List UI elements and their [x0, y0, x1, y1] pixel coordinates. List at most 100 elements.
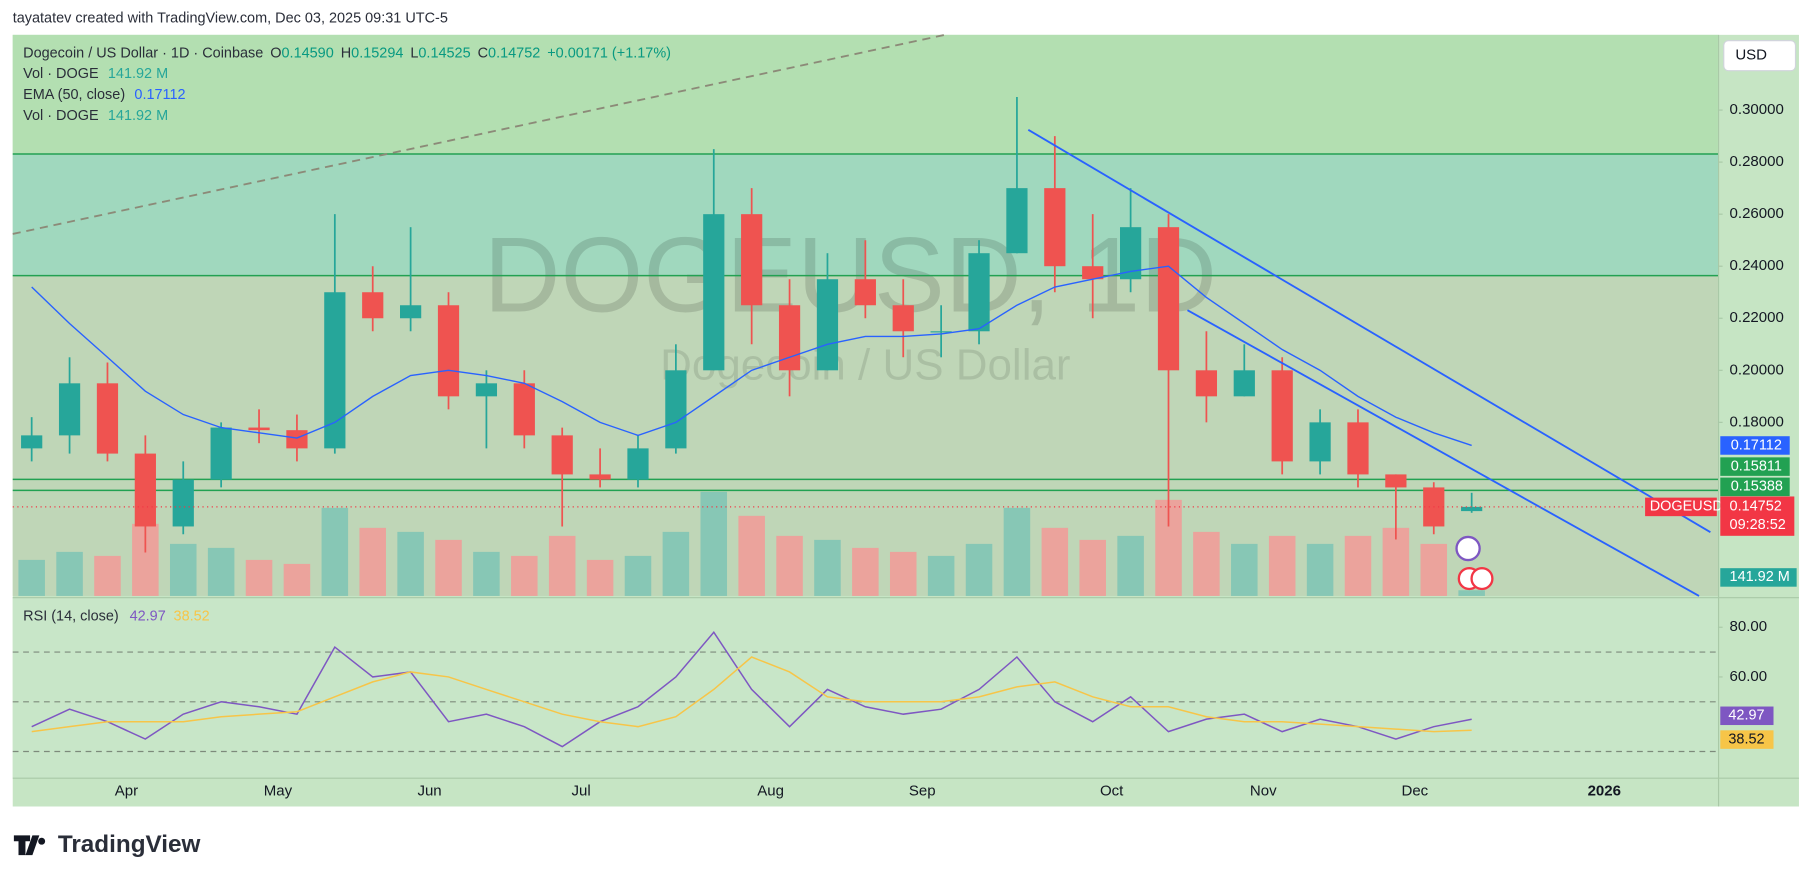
candle-body — [1347, 422, 1369, 475]
x-tick-label: Apr — [115, 782, 138, 799]
volume-bar — [965, 543, 993, 596]
candle-body — [1006, 188, 1028, 254]
countdown-label: 09:28:52 — [1730, 517, 1786, 533]
indicator-value: 141.92 M — [108, 108, 168, 124]
candle-body — [324, 292, 346, 449]
logo-mark — [13, 835, 46, 856]
volume-bar — [624, 555, 652, 596]
candle-body — [778, 305, 801, 371]
volume-bar — [56, 551, 83, 596]
x-tick-label: Sep — [909, 782, 936, 799]
volume-tag — [1720, 568, 1797, 587]
candle-body — [1157, 227, 1180, 371]
change-label: +0.00171 (+1.17%) — [547, 45, 671, 61]
indicator-legend: Vol · DOGE 141.92 M — [23, 108, 168, 124]
candle-body — [854, 279, 876, 306]
candle-body — [248, 427, 270, 431]
volume-bar — [359, 527, 386, 596]
volume-bar — [1231, 543, 1258, 596]
candle-body — [1271, 370, 1293, 462]
trendline — [1187, 309, 1700, 597]
volume-bar — [1458, 590, 1485, 596]
x-tick-label: Jul — [572, 782, 591, 799]
rsi-tag-label: 42.97 — [1728, 708, 1764, 724]
x-tick-label: Jun — [417, 782, 441, 799]
candle-body — [96, 383, 119, 454]
indicator-name: Vol · DOGE — [23, 108, 99, 124]
y-tick-label: 0.20000 — [1730, 361, 1784, 378]
volume-bar — [169, 543, 197, 596]
volume-bar — [1193, 531, 1220, 596]
candle-body — [741, 214, 763, 306]
rsi-line — [31, 656, 1472, 733]
volume-bar — [1079, 539, 1106, 596]
ohlc-value: 0.14525 — [418, 45, 470, 61]
volume-bar — [1268, 535, 1296, 596]
y-tick-label: 0.30000 — [1730, 101, 1784, 118]
event-icon[interactable] — [1470, 567, 1494, 591]
volume-bar — [1117, 535, 1144, 596]
ohlc-value: 0.14752 — [488, 45, 540, 61]
rsi-tick-label: 60.00 — [1730, 668, 1768, 685]
rsi-ma-value: 38.52 — [174, 609, 210, 625]
credit: tayatatev created with TradingView.com, … — [13, 10, 448, 26]
volume-bar — [245, 559, 273, 596]
indicator-name: Vol · DOGE — [23, 66, 99, 82]
rsi-title: RSI (14, close) — [23, 609, 119, 625]
rsi-line — [31, 631, 1472, 748]
symbol-tag-label: DOGEUSD — [1650, 499, 1723, 515]
candle-body — [703, 214, 725, 371]
candle-body — [551, 435, 573, 475]
y-tick-label: 0.18000 — [1730, 413, 1784, 430]
trendline — [12, 33, 946, 235]
candle-body — [1461, 506, 1483, 512]
ema-tag-label: 0.17112 — [1731, 437, 1782, 453]
logo: TradingView — [13, 831, 201, 858]
rsi-tag — [1720, 730, 1774, 749]
candle-body — [286, 430, 308, 449]
price-tag — [1720, 496, 1795, 536]
candle-body — [21, 435, 43, 449]
volume-tag-label: 141.92 M — [1730, 569, 1790, 585]
level-tag-label: 0.15811 — [1731, 458, 1782, 474]
rsi-tag — [1720, 706, 1774, 726]
volume-bar — [927, 555, 955, 596]
candle-body — [172, 479, 194, 527]
ohlc-key: O — [270, 45, 281, 61]
rsi-value: 42.97 — [130, 609, 166, 625]
volume-bar — [1420, 543, 1448, 596]
candle-body — [1385, 474, 1407, 488]
event-icon[interactable] — [1455, 535, 1481, 562]
ohlc-key: C — [478, 45, 488, 61]
ohlc-value: 0.15294 — [351, 45, 403, 61]
indicator-legend: Vol · DOGE 141.92 M — [23, 66, 168, 82]
candle-body — [1195, 370, 1218, 397]
volume-bar — [511, 555, 538, 596]
y-tick-label: 0.22000 — [1730, 309, 1784, 326]
candle-body — [134, 453, 156, 527]
candle-body — [968, 253, 990, 332]
candle-body — [210, 427, 232, 480]
candle-body — [627, 448, 649, 480]
x-tick-label: Nov — [1250, 782, 1277, 799]
ema-tag — [1720, 436, 1790, 455]
volume-bar — [18, 559, 45, 596]
candle-body — [892, 305, 914, 332]
logo-text: TradingView — [58, 831, 201, 858]
candle-body — [400, 305, 422, 319]
currency-button-label[interactable]: USD — [1735, 47, 1767, 64]
volume-bar — [1344, 535, 1372, 596]
volume-bar — [1306, 543, 1334, 596]
volume-bar — [207, 547, 235, 596]
candle-body — [1233, 370, 1255, 397]
watermark-subtitle: Dogecoin / US Dollar — [660, 341, 1070, 390]
x-tick-label: 2026 — [1588, 782, 1621, 799]
candle-body — [665, 370, 687, 449]
ohlc-value: 0.14590 — [282, 45, 334, 61]
candle-body — [513, 383, 535, 436]
ema-line — [31, 265, 1472, 447]
candle-body — [58, 383, 81, 436]
currency-button[interactable] — [1723, 40, 1797, 72]
